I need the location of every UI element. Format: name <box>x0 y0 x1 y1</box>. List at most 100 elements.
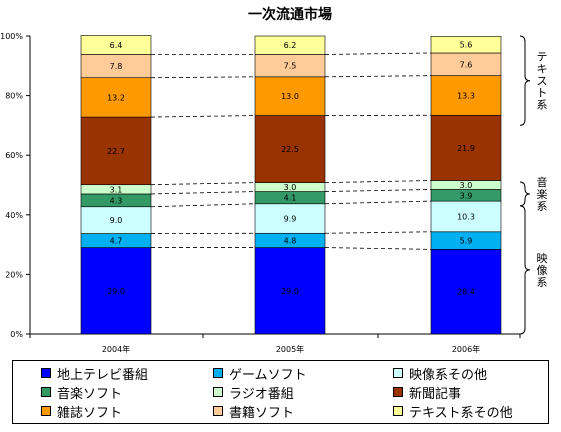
group-bracket <box>519 35 531 126</box>
legend-label: 映像系その他 <box>409 367 488 383</box>
connector-line <box>324 231 432 234</box>
group-bracket <box>519 181 531 207</box>
data-label: 6.4 <box>110 41 123 50</box>
bar-segment <box>430 75 502 116</box>
bar-segment <box>80 35 152 55</box>
legend-swatch <box>393 387 403 397</box>
data-label: 22.5 <box>281 145 299 154</box>
connector-line <box>150 76 256 79</box>
connector-line <box>324 200 432 205</box>
group-label: 映像系 <box>537 252 548 289</box>
legend-swatch <box>41 387 51 397</box>
chart: 一次流通市場 0% 20% 40% 60% 80% 100% 2004年 2005年 2006年… <box>0 6 548 354</box>
data-label: 4.7 <box>110 237 123 246</box>
data-label: 13.0 <box>281 92 299 101</box>
legend-label: ラジオ番組 <box>229 386 294 402</box>
legend-label: テキスト系その他 <box>409 405 513 421</box>
data-label: 3.0 <box>284 183 297 192</box>
legend-label: 書籍ソフト <box>229 405 295 421</box>
group-label: テキスト系 <box>537 51 548 112</box>
data-label: 21.9 <box>457 144 475 153</box>
connector-line <box>150 191 256 195</box>
connector-line <box>324 180 432 184</box>
group-bracket <box>519 205 531 335</box>
legend-item: 音楽ソフト <box>41 383 123 402</box>
connector-line <box>324 52 432 55</box>
legend-swatch <box>393 368 403 378</box>
y-tick-label: 0% <box>10 330 23 339</box>
data-label: 28.4 <box>457 288 475 297</box>
y-tick-label: 20% <box>5 270 23 279</box>
connector-line <box>324 189 432 192</box>
data-label: 3.0 <box>460 181 473 190</box>
data-label: 4.1 <box>284 194 297 203</box>
data-label: 13.3 <box>457 91 475 100</box>
legend: 地上テレビ番組 ゲームソフト 映像系その他音楽ソフト ラジオ番組 新聞記事雑誌ソフト 書籍… <box>12 360 549 424</box>
bar-segment <box>430 114 502 181</box>
x-tick-label: 2006年 <box>452 344 480 354</box>
bar-segment <box>80 116 152 186</box>
data-label: 4.3 <box>110 196 123 205</box>
bar-segment <box>254 115 326 183</box>
bars-layer <box>80 35 502 335</box>
legend-swatch <box>393 406 403 416</box>
x-tick-label: 2005年 <box>276 344 304 354</box>
legend-swatch <box>41 368 51 378</box>
data-label: 5.9 <box>460 237 473 246</box>
connector-line <box>150 182 256 186</box>
legend-swatch <box>41 406 51 416</box>
connector-line <box>324 247 432 250</box>
data-label: 7.5 <box>284 62 297 71</box>
chart-title: 一次流通市場 <box>248 6 332 23</box>
data-label: 4.8 <box>284 236 297 245</box>
x-tick-label: 2004年 <box>102 344 130 354</box>
data-label: 29.0 <box>107 287 125 296</box>
bar-segment <box>430 200 502 233</box>
bar-segment <box>254 76 326 116</box>
data-label: 5.6 <box>460 41 473 50</box>
data-label: 13.2 <box>107 93 125 102</box>
bar-segment <box>80 77 152 118</box>
bar-segment <box>80 247 152 335</box>
legend-item: 雑誌ソフト <box>41 402 123 421</box>
legend-label: 雑誌ソフト <box>57 405 123 421</box>
legend-item: ゲームソフト <box>213 364 307 383</box>
legend-swatch <box>213 387 223 397</box>
legend-item: 新聞記事 <box>393 383 462 402</box>
data-label: 3.9 <box>460 191 473 200</box>
data-label: 22.7 <box>107 147 125 156</box>
legend-item: ラジオ番組 <box>213 383 294 402</box>
legend-label: 音楽ソフト <box>57 386 123 402</box>
connectors-layer <box>150 52 432 250</box>
connector-line <box>150 115 256 118</box>
connector-line <box>324 75 432 78</box>
data-label: 7.6 <box>460 60 473 69</box>
bar-segment <box>430 249 502 335</box>
legend-label: 新聞記事 <box>409 386 462 402</box>
bar-segment <box>430 35 502 54</box>
data-label: 10.3 <box>457 212 475 221</box>
y-tick-label: 80% <box>5 92 23 101</box>
data-label: 9.9 <box>284 215 297 224</box>
data-label: 6.2 <box>284 41 297 50</box>
legend-label: 地上テレビ番組 <box>57 367 149 383</box>
legend-label: ゲームソフト <box>229 367 307 383</box>
legend-swatch <box>213 406 223 416</box>
bar-segment <box>254 35 326 55</box>
legend-item: 地上テレビ番組 <box>41 364 149 383</box>
group-label: 音楽系 <box>537 175 548 213</box>
data-label: 9.0 <box>110 216 123 225</box>
legend-item: 映像系その他 <box>393 364 488 383</box>
data-label: 3.1 <box>110 185 123 194</box>
labels-layer: 29.0 4.7 9.0 4.3 3.1 22.7 13.2 7.8 6.4 29.0 4.8 9.9… <box>107 41 475 297</box>
data-label: 7.8 <box>110 62 123 71</box>
y-tick-label: 100% <box>0 32 23 41</box>
connector-line <box>150 203 256 208</box>
bar-segment <box>254 247 326 335</box>
legend-swatch <box>213 368 223 378</box>
legend-item: テキスト系その他 <box>393 402 513 421</box>
y-tick-label: 40% <box>5 211 23 220</box>
y-tick-label: 60% <box>5 151 23 160</box>
bar-segment <box>254 203 326 234</box>
